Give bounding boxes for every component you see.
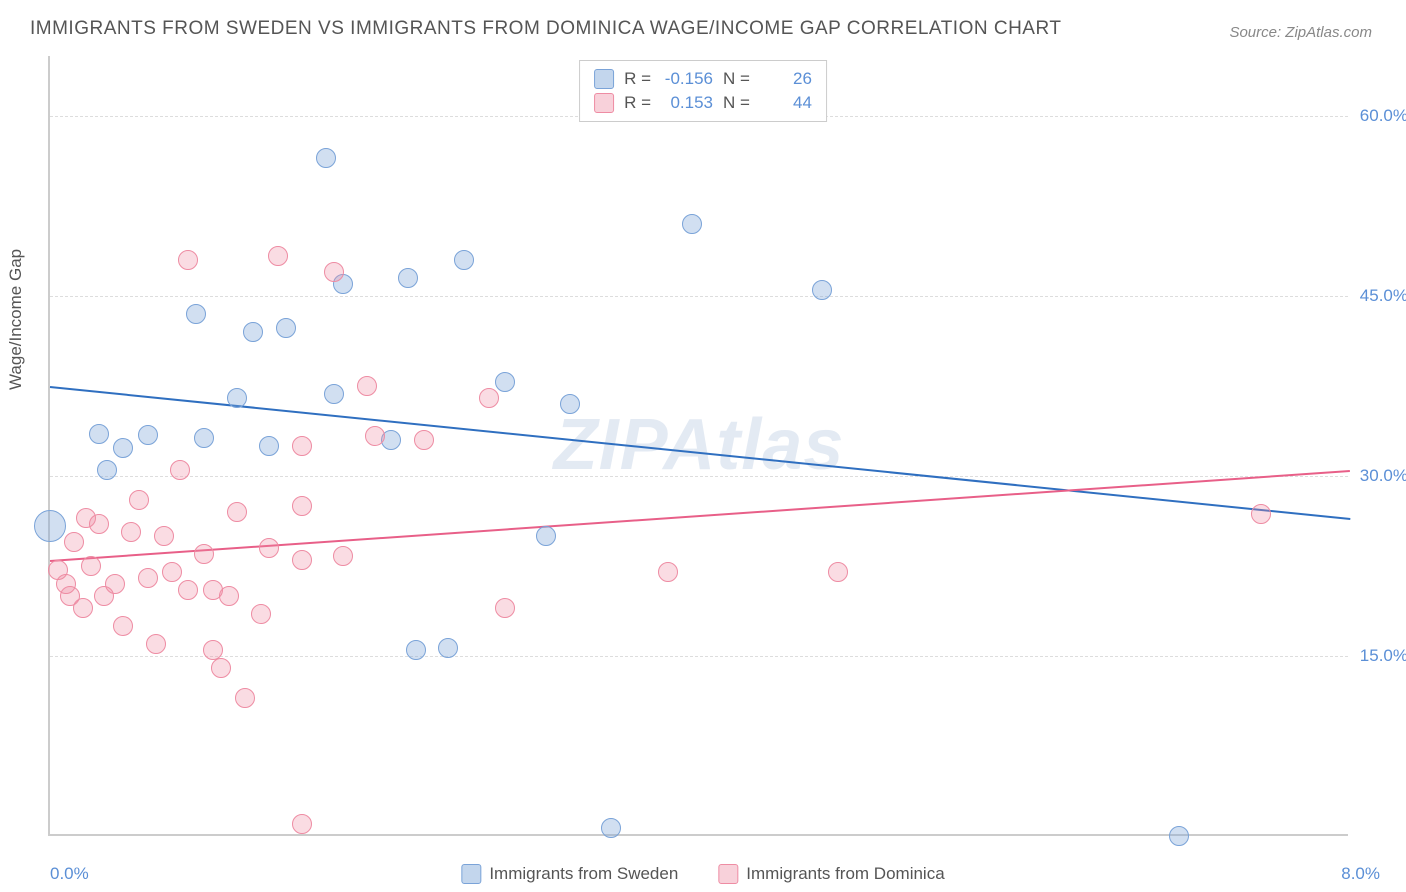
data-point [812,280,832,300]
data-point [194,428,214,448]
data-point [292,496,312,516]
data-point [316,148,336,168]
x-tick-max: 8.0% [1341,864,1380,884]
data-point [227,502,247,522]
legend-row-dominica: R = 0.153 N = 44 [594,91,812,115]
data-point [121,522,141,542]
data-point [138,425,158,445]
data-point [138,568,158,588]
data-point [682,214,702,234]
data-point [81,556,101,576]
data-point [292,436,312,456]
data-point [60,586,80,606]
trend-line [50,386,1350,520]
chart-title: IMMIGRANTS FROM SWEDEN VS IMMIGRANTS FRO… [30,18,1061,40]
data-point [495,372,515,392]
data-point [324,262,344,282]
data-point [34,510,66,542]
data-point [235,688,255,708]
data-point [129,490,149,510]
data-point [243,322,263,342]
legend-item-dominica: Immigrants from Dominica [718,864,944,884]
scatter-plot: ZIPAtlas 15.0%30.0%45.0%60.0% [48,56,1348,836]
x-tick-min: 0.0% [50,864,89,884]
data-point [324,384,344,404]
watermark-text: ZIPAtlas [554,404,845,486]
data-point [89,424,109,444]
legend-item-sweden: Immigrants from Sweden [461,864,678,884]
data-point [154,526,174,546]
data-point [479,388,499,408]
data-point [398,268,418,288]
legend-top: R = -0.156 N = 26 R = 0.153 N = 44 [579,60,827,122]
y-tick-label: 15.0% [1360,646,1406,666]
data-point [1169,826,1189,846]
data-point [162,562,182,582]
data-point [178,580,198,600]
swatch-dominica [718,864,738,884]
data-point [536,526,556,546]
data-point [186,304,206,324]
legend-label: Immigrants from Sweden [489,864,678,884]
data-point [219,586,239,606]
r-value: 0.153 [661,93,713,113]
data-point [406,640,426,660]
legend-bottom: Immigrants from Sweden Immigrants from D… [461,864,944,884]
data-point [276,318,296,338]
gridline [50,476,1348,477]
data-point [251,604,271,624]
n-value: 26 [760,69,812,89]
data-point [292,814,312,834]
data-point [203,640,223,660]
data-point [76,508,96,528]
data-point [495,598,515,618]
data-point [268,246,288,266]
data-point [333,546,353,566]
data-point [292,550,312,570]
gridline [50,656,1348,657]
data-point [560,394,580,414]
data-point [194,544,214,564]
swatch-sweden [461,864,481,884]
data-point [178,250,198,270]
source-label: Source: ZipAtlas.com [1229,24,1372,41]
data-point [146,634,166,654]
legend-label: Immigrants from Dominica [746,864,944,884]
data-point [259,538,279,558]
data-point [227,388,247,408]
data-point [365,426,385,446]
data-point [211,658,231,678]
data-point [64,532,84,552]
y-tick-label: 60.0% [1360,106,1406,126]
data-point [113,438,133,458]
data-point [97,460,117,480]
y-tick-label: 45.0% [1360,286,1406,306]
r-label: R = [624,69,651,89]
data-point [658,562,678,582]
data-point [1251,504,1271,524]
data-point [414,430,434,450]
gridline [50,296,1348,297]
data-point [454,250,474,270]
n-label: N = [723,93,750,113]
data-point [113,616,133,636]
data-point [259,436,279,456]
swatch-dominica [594,93,614,113]
data-point [601,818,621,838]
swatch-sweden [594,69,614,89]
y-tick-label: 30.0% [1360,466,1406,486]
data-point [94,586,114,606]
r-value: -0.156 [661,69,713,89]
y-axis-label: Wage/Income Gap [6,249,26,390]
data-point [828,562,848,582]
data-point [438,638,458,658]
data-point [357,376,377,396]
r-label: R = [624,93,651,113]
n-label: N = [723,69,750,89]
data-point [170,460,190,480]
n-value: 44 [760,93,812,113]
legend-row-sweden: R = -0.156 N = 26 [594,67,812,91]
